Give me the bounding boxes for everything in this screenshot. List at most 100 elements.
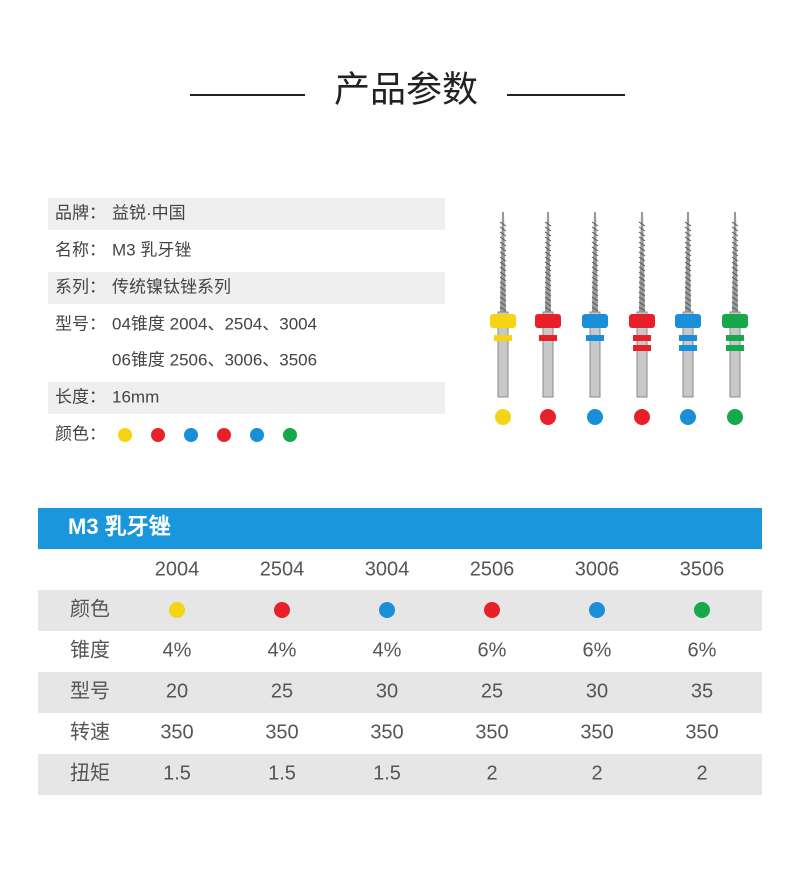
file-shank: [589, 311, 601, 398]
table-row-bg: [38, 590, 762, 631]
file-color-dot: [680, 409, 696, 425]
file-band: [726, 345, 744, 351]
spec-label: 型号：: [55, 314, 106, 333]
column-header: 2506: [470, 558, 515, 580]
color-dot: [589, 602, 605, 618]
color-dot: [484, 602, 500, 618]
file-shank: [729, 311, 741, 398]
table-cell: 6%: [478, 639, 507, 661]
file-needle: [639, 212, 645, 312]
spec-label: 颜色：: [55, 424, 106, 443]
file-color-dot: [727, 409, 743, 425]
file-cap: [535, 314, 561, 328]
color-dot: [169, 602, 185, 618]
table-cell: 25: [271, 680, 293, 702]
file-flutes: [684, 221, 692, 312]
spec-label: 名称：: [55, 240, 106, 259]
file-color-dot: [495, 409, 511, 425]
table-cell: 350: [160, 721, 193, 743]
table-cell: 350: [685, 721, 718, 743]
file-shank: [497, 311, 509, 398]
table-cell: 6%: [688, 639, 717, 661]
file-needle: [732, 212, 738, 312]
color-dot: [217, 428, 231, 442]
color-dot: [151, 428, 165, 442]
row-label: 型号: [70, 679, 110, 702]
file-cap: [675, 314, 701, 328]
file-needle: [500, 212, 506, 312]
file-needle: [592, 212, 598, 312]
row-label: 锥度: [70, 638, 110, 661]
file-color-dot: [634, 409, 650, 425]
color-dot: [379, 602, 395, 618]
file-band: [633, 345, 651, 351]
color-dot: [694, 602, 710, 618]
file-flutes: [544, 221, 552, 312]
table-cell: 35: [691, 680, 713, 702]
file-band: [679, 345, 697, 351]
file-band: [679, 335, 697, 341]
file-band: [494, 335, 512, 341]
table-cell: 350: [475, 721, 508, 743]
row-label: 转速: [70, 720, 110, 743]
spec-value: M3 乳牙锉: [112, 240, 191, 259]
file-needle: [545, 212, 551, 312]
table-cell: 2: [486, 762, 497, 784]
spec-value: 传统镍钛锉系列: [112, 277, 231, 296]
column-header: 2004: [155, 558, 200, 580]
file-flutes: [591, 221, 599, 312]
color-dot: [118, 428, 132, 442]
file-band: [586, 335, 604, 341]
file-cap: [722, 314, 748, 328]
spec-label: 品牌：: [55, 203, 106, 222]
table-cell: 30: [586, 680, 608, 702]
row-label: 颜色: [70, 597, 110, 620]
spec-row-bg: [48, 382, 445, 414]
color-dot: [274, 602, 290, 618]
file-shank: [636, 311, 648, 398]
spec-label: 系列：: [55, 277, 106, 296]
table-cell: 25: [481, 680, 503, 702]
table-cell: 4%: [163, 639, 192, 661]
table-cell: 30: [376, 680, 398, 702]
file-color-dot: [587, 409, 603, 425]
table-cell: 2: [696, 762, 707, 784]
table-row-bg: [38, 672, 762, 713]
column-header: 3006: [575, 558, 620, 580]
table-cell: 6%: [583, 639, 612, 661]
table-row-bg: [38, 754, 762, 795]
table-cell: 350: [370, 721, 403, 743]
color-dot: [250, 428, 264, 442]
table-cell: 1.5: [373, 762, 401, 784]
table-cell: 350: [580, 721, 613, 743]
spec-value: 04锥度 2004、2504、3004: [112, 314, 317, 333]
file-shank: [682, 311, 694, 398]
spec-value: 16mm: [112, 387, 159, 406]
file-needle: [685, 212, 691, 312]
page-title: 产品参数: [334, 69, 478, 110]
file-flutes: [499, 221, 507, 312]
file-cap: [582, 314, 608, 328]
file-cap: [629, 314, 655, 328]
file-cap: [490, 314, 516, 328]
column-header: 3506: [680, 558, 725, 580]
spec-label: 长度：: [55, 387, 106, 406]
table-cell: 4%: [268, 639, 297, 661]
color-dot: [184, 428, 198, 442]
file-flutes: [731, 221, 739, 312]
spec-value: 06锥度 2506、3006、3506: [112, 350, 317, 369]
spec-row-bg: [48, 198, 445, 230]
table-cell: 20: [166, 680, 188, 702]
table-cell: 350: [265, 721, 298, 743]
file-flutes: [638, 221, 646, 312]
column-header: 3004: [365, 558, 410, 580]
file-shank: [542, 311, 554, 398]
table-cell: 4%: [373, 639, 402, 661]
table-cell: 2: [591, 762, 602, 784]
file-band: [633, 335, 651, 341]
table-cell: 1.5: [268, 762, 296, 784]
row-label: 扭矩: [70, 761, 110, 784]
spec-value: 益锐·中国: [112, 203, 186, 222]
